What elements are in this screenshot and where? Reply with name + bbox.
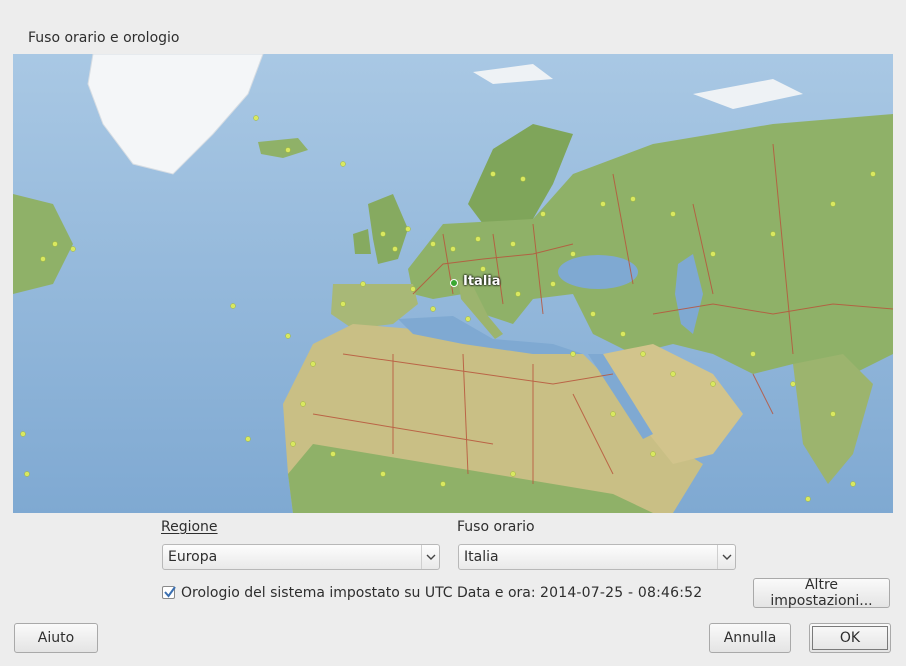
utc-checkbox[interactable] <box>162 586 176 599</box>
ok-button[interactable]: OK <box>809 623 891 653</box>
timezone-selected-value: Italia <box>464 549 499 565</box>
region-selected-value: Europa <box>168 549 218 565</box>
timezone-label: Fuso orario <box>457 519 535 535</box>
map-selected-label: Italia <box>463 274 501 289</box>
datetime-label: Data e ora: <box>457 585 536 601</box>
world-map-image <box>13 54 893 513</box>
help-button[interactable]: Aiuto <box>14 623 98 653</box>
timezone-label-text: Fuso orario <box>457 519 535 535</box>
datetime-value: 2014-07-25 - 08:46:52 <box>540 585 703 601</box>
timezone-combobox[interactable]: Italia <box>458 544 736 570</box>
region-combobox[interactable]: Europa <box>162 544 440 570</box>
chevron-down-icon <box>717 545 735 569</box>
utc-checkbox-label[interactable]: Orologio del sistema impostato su UTC <box>181 585 453 601</box>
section-title: Fuso orario e orologio <box>28 30 180 46</box>
more-settings-button[interactable]: Altre impostazioni... <box>753 577 890 609</box>
checkmark-icon <box>164 586 176 598</box>
cancel-button[interactable]: Annulla <box>709 623 791 653</box>
region-label: Regione <box>161 519 218 535</box>
region-label-text: Regione <box>161 519 218 535</box>
timezone-map[interactable]: Italia <box>13 54 893 513</box>
chevron-down-icon <box>421 545 439 569</box>
